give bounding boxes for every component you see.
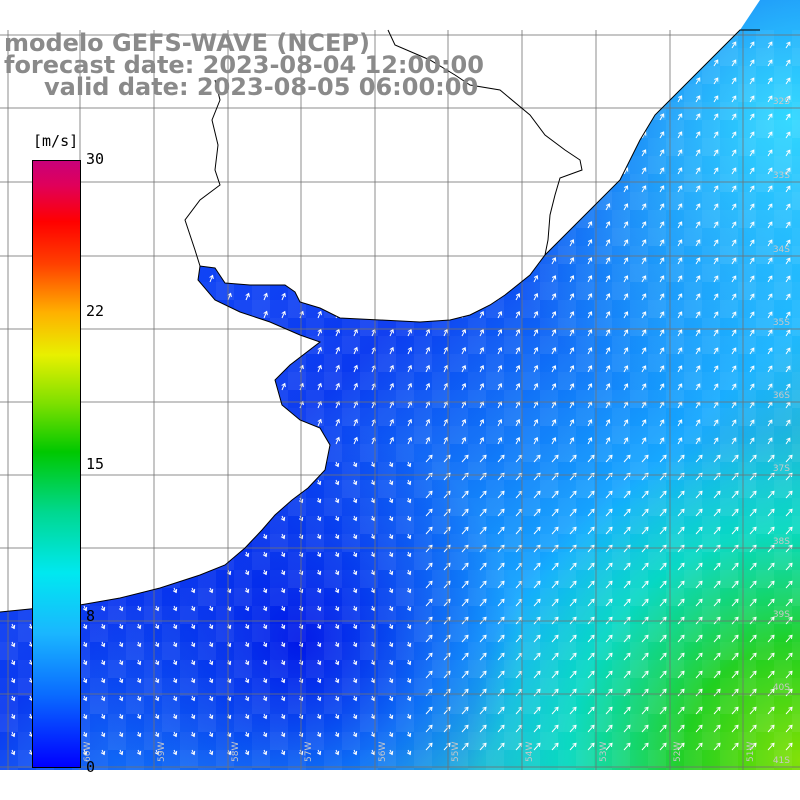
colorbar [32,160,81,768]
lon-label: 56W [378,742,388,762]
lon-label: 57W [304,742,314,762]
wind-arrows [10,41,793,756]
lat-label: 35S [773,318,790,328]
lat-label: 39S [773,610,790,620]
colorbar-tick-30: 30 [86,150,105,168]
lat-label: 33S [773,171,790,181]
colorbar-unit: [m/s] [33,132,79,150]
lat-label: 41S [773,756,790,766]
colorbar-tick-8: 8 [86,607,96,625]
lon-label: 58W [231,742,241,762]
lat-label: 32S [773,97,790,107]
model-title: modelo GEFS-WAVE (NCEP) [4,29,370,57]
colorbar-tick-22: 22 [86,302,105,320]
graticule [0,30,800,770]
lon-label: 59W [157,742,167,762]
lon-label: 54W [525,742,535,762]
lat-label: 37S [773,464,790,474]
lon-label: 52W [673,742,683,762]
colorbar-tick-15: 15 [86,455,105,473]
coastline [0,29,760,613]
forecast-date: forecast date: 2023-08-04 12:00:00 [4,51,484,79]
lat-label: 40S [773,683,790,693]
lon-label: 55W [451,742,461,762]
lat-label: 34S [773,245,790,255]
lat-label: 36S [773,391,790,401]
grid-labels: 32S 33S 34S 35S 36S 37S 38S 39S 40S 41S 60W 59W 58W 5… [83,97,790,766]
lon-label: 60W [83,742,93,762]
lon-label: 51W [746,742,756,762]
lon-label: 53W [599,742,609,762]
valid-date: valid date: 2023-08-05 06:00:00 [44,73,479,101]
colorbar-tick-0: 0 [86,758,96,776]
lat-label: 38S [773,537,790,547]
